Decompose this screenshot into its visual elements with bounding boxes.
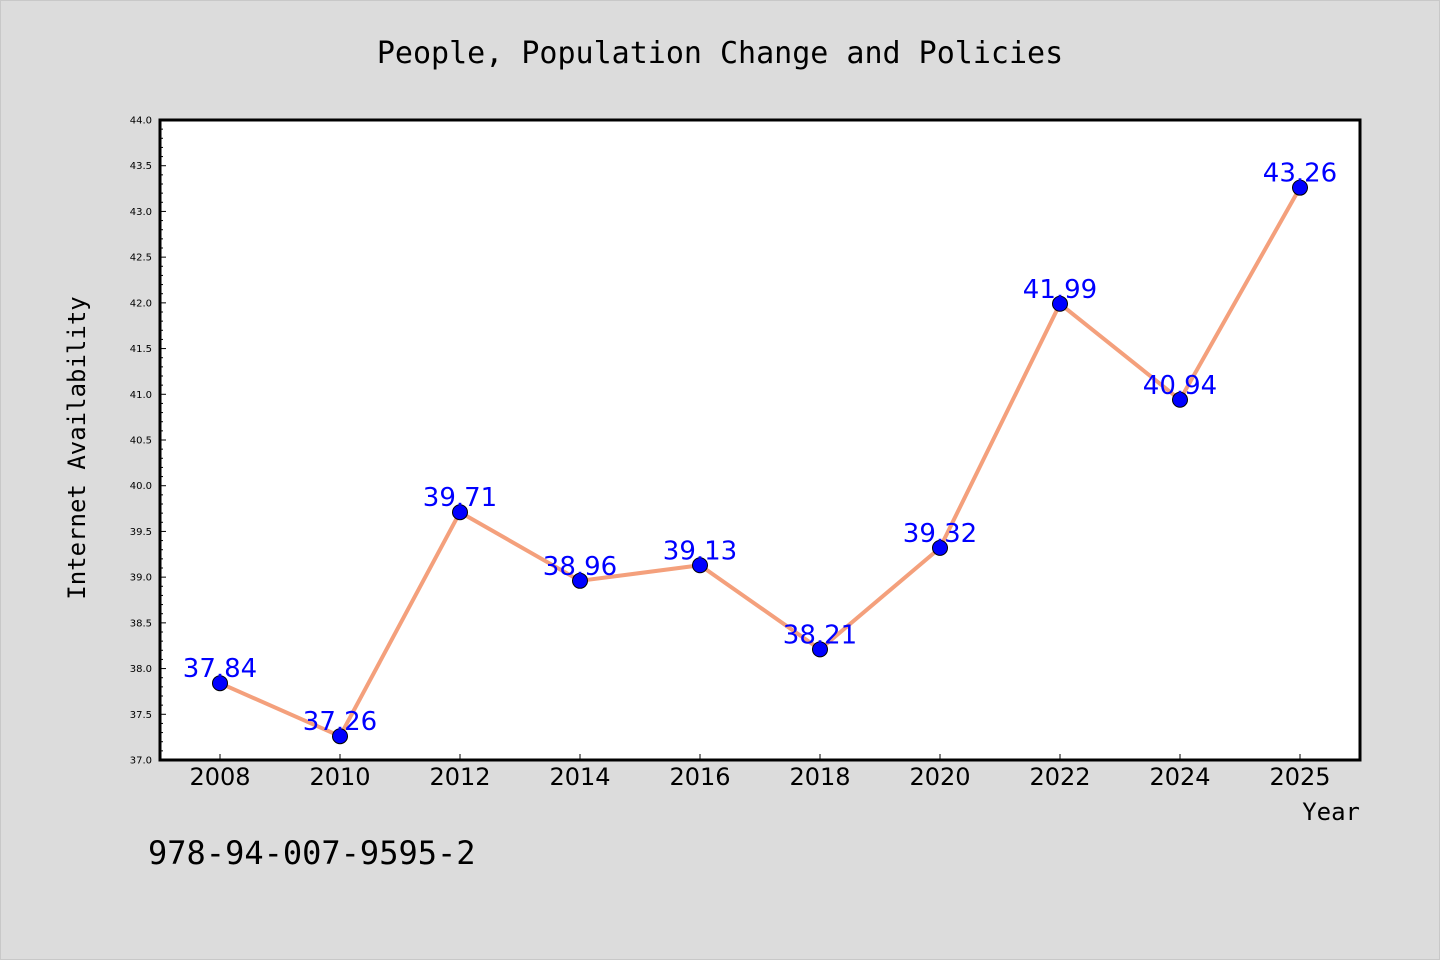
- y-tick-label: 42.0: [130, 298, 152, 309]
- x-tick-label: 2025: [1269, 763, 1330, 791]
- y-tick-label: 41.0: [130, 390, 152, 401]
- data-label: 38.96: [543, 552, 617, 582]
- data-point-marker: [572, 572, 588, 589]
- x-tick-label: 2024: [1149, 763, 1210, 791]
- chart-title: People, Population Change and Policies: [377, 36, 1063, 71]
- data-point-marker: [1052, 295, 1068, 312]
- data-label: 39.32: [903, 519, 977, 549]
- x-tick-label: 2020: [909, 763, 970, 791]
- data-point-marker: [1292, 179, 1308, 196]
- data-label: 40.94: [1143, 371, 1217, 401]
- x-tick-label: 2008: [189, 763, 250, 791]
- data-point-marker: [332, 728, 348, 745]
- y-tick-label: 41.5: [130, 344, 152, 355]
- data-point-marker: [692, 557, 708, 574]
- data-label: 41.99: [1023, 275, 1097, 305]
- y-tick-label: 43.0: [130, 207, 152, 218]
- x-axis: 2008 2010 2012 2014 2016 2018 2020 2022 2024 2025: [189, 754, 1331, 791]
- y-tick-label: 38.5: [130, 618, 152, 629]
- data-point-marker: [932, 539, 948, 556]
- y-tick-label: 39.5: [130, 527, 152, 538]
- data-label: 37.26: [303, 707, 377, 737]
- data-point-marker: [1172, 391, 1188, 408]
- y-tick-label: 37.0: [130, 756, 152, 767]
- y-tick-label: 43.5: [130, 161, 152, 172]
- y-tick-label: 40.0: [130, 481, 152, 492]
- y-axis-label: Internet Availability: [63, 296, 91, 599]
- data-label: 37.84: [183, 654, 257, 684]
- data-label: 39.71: [423, 483, 497, 513]
- series-line: [218, 185, 1302, 739]
- data-labels: 37.84 37.26 39.71 38.96 39.13 38.21 39.32 41.99…: [183, 159, 1337, 738]
- y-tick-label: 38.0: [130, 664, 152, 675]
- x-tick-label: 2022: [1029, 763, 1090, 791]
- data-point-marker: [452, 504, 468, 521]
- x-tick-label: 2012: [429, 763, 490, 791]
- data-point-marker: [212, 675, 228, 692]
- y-tick-label: 37.5: [130, 710, 152, 721]
- x-tick-label: 2010: [309, 763, 370, 791]
- data-label: 43.26: [1263, 159, 1337, 189]
- data-point-marker: [812, 641, 828, 658]
- x-tick-label: 2014: [549, 763, 610, 791]
- y-tick-label: 39.0: [130, 573, 152, 584]
- series-layer: [212, 179, 1308, 745]
- y-tick-label: 42.5: [130, 253, 152, 264]
- x-tick-label: 2016: [669, 763, 730, 791]
- footer-code: 978-94-007-9595-2: [148, 834, 476, 872]
- x-tick-label: 2018: [789, 763, 850, 791]
- y-tick-label: 44.0: [130, 116, 152, 127]
- data-label: 38.21: [783, 620, 857, 650]
- data-label: 39.13: [663, 536, 737, 566]
- plot-border: [158, 118, 1362, 762]
- y-tick-label: 40.5: [130, 436, 152, 447]
- plot-area: [160, 120, 1360, 760]
- x-axis-label: Year: [1302, 798, 1360, 826]
